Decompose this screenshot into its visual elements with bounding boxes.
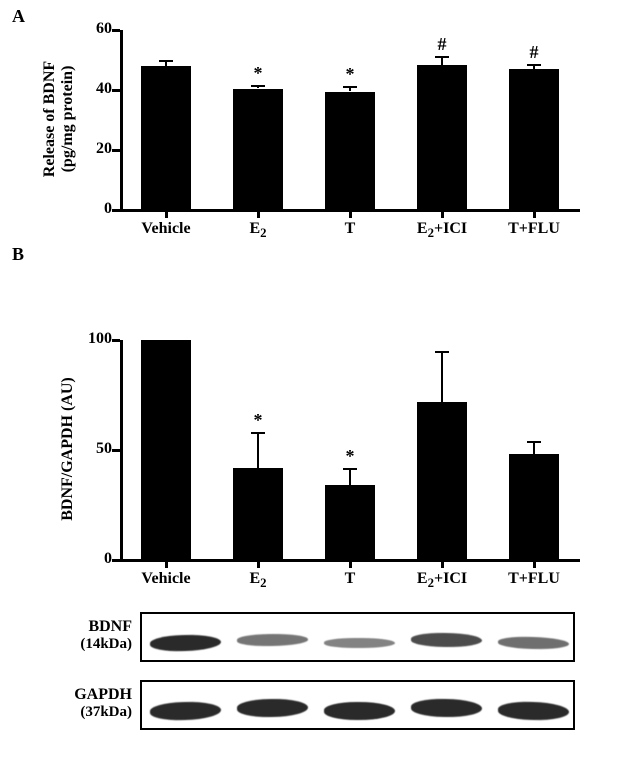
- y-tick-label: 50: [72, 440, 112, 458]
- error-cap: [527, 64, 541, 66]
- y-tick: [112, 29, 120, 32]
- significance-marker: *: [338, 64, 362, 85]
- bar: [509, 69, 560, 210]
- significance-marker: #: [522, 42, 546, 63]
- error-cap: [343, 468, 357, 470]
- y-tick: [112, 149, 120, 152]
- x-tick: [165, 560, 168, 568]
- bar: [233, 89, 284, 211]
- error-bar: [441, 351, 443, 402]
- y-tick: [112, 559, 120, 562]
- chart-b: 050100BDNF/GAPDH (AU)VehicleE2*T*E2+ICIT…: [120, 340, 580, 592]
- y-tick-label: 40: [72, 80, 112, 98]
- y-axis: [120, 340, 123, 560]
- error-cap: [435, 56, 449, 58]
- significance-marker: #: [430, 34, 454, 55]
- x-tick: [441, 560, 444, 568]
- blot-band: [324, 702, 395, 720]
- blot-band: [150, 701, 221, 721]
- y-tick-label: 0: [72, 200, 112, 218]
- blot-band: [498, 636, 569, 650]
- bar: [509, 454, 560, 560]
- y-axis: [120, 30, 123, 210]
- blot-band: [324, 638, 395, 649]
- y-tick-label: 60: [72, 20, 112, 38]
- y-tick-label: 100: [72, 330, 112, 348]
- error-cap: [251, 85, 265, 87]
- x-category-label: T+FLU: [489, 220, 579, 238]
- x-tick: [165, 210, 168, 218]
- bdnf-label: BDNF: [42, 618, 132, 636]
- y-tick-label: 0: [72, 550, 112, 568]
- blot-band: [498, 701, 569, 721]
- error-cap: [435, 351, 449, 353]
- y-tick: [112, 209, 120, 212]
- x-tick: [441, 210, 444, 218]
- bar: [325, 485, 376, 560]
- x-tick: [257, 560, 260, 568]
- error-cap: [343, 86, 357, 88]
- x-tick: [533, 560, 536, 568]
- panel-b-label: B: [12, 244, 24, 265]
- y-tick-label: 20: [72, 140, 112, 158]
- blot-band: [150, 634, 221, 652]
- significance-marker: *: [338, 446, 362, 467]
- y-tick: [112, 89, 120, 92]
- gapdh-blot-box: [140, 680, 575, 730]
- x-category-label: Vehicle: [121, 220, 211, 238]
- y-tick: [112, 449, 120, 452]
- blot-band: [411, 633, 482, 648]
- y-axis-label-line1: Release of BDNF: [41, 19, 59, 219]
- bar: [325, 92, 376, 211]
- x-category-label: E2: [213, 220, 303, 241]
- x-category-label: T: [305, 220, 395, 238]
- panel-a-label: A: [12, 6, 25, 27]
- error-cap: [251, 432, 265, 434]
- y-axis-label-line2: (pg/mg protein): [59, 19, 77, 219]
- y-tick: [112, 339, 120, 342]
- x-category-label: E2: [213, 570, 303, 591]
- gapdh-label: GAPDH: [42, 686, 132, 704]
- y-axis-label: BDNF/GAPDH (AU): [59, 329, 77, 569]
- bar: [233, 468, 284, 560]
- error-bar: [257, 432, 259, 467]
- significance-marker: *: [246, 63, 270, 84]
- error-cap: [527, 441, 541, 443]
- bar: [417, 402, 468, 560]
- x-category-label: E2+ICI: [397, 570, 487, 591]
- chart-a: 0204060Release of BDNF(pg/mg protein)Veh…: [120, 30, 580, 240]
- error-bar: [349, 468, 351, 486]
- bar: [417, 65, 468, 211]
- blot-band: [237, 634, 308, 647]
- x-tick: [533, 210, 536, 218]
- error-cap: [159, 60, 173, 62]
- significance-marker: *: [246, 410, 270, 431]
- bdnf-kda: (14kDa): [42, 636, 132, 653]
- x-tick: [349, 210, 352, 218]
- x-tick: [349, 560, 352, 568]
- bdnf-blot-box: [140, 612, 575, 662]
- blot-band: [237, 699, 308, 718]
- x-tick: [257, 210, 260, 218]
- x-category-label: E2+ICI: [397, 220, 487, 241]
- bar: [141, 340, 192, 560]
- x-category-label: Vehicle: [121, 570, 211, 588]
- x-category-label: T: [305, 570, 395, 588]
- x-category-label: T+FLU: [489, 570, 579, 588]
- blot-band: [411, 699, 482, 718]
- gapdh-kda: (37kDa): [42, 704, 132, 721]
- western-blots: BDNF(14kDa) GAPDH(37kDa): [0, 612, 629, 762]
- bar: [141, 66, 192, 210]
